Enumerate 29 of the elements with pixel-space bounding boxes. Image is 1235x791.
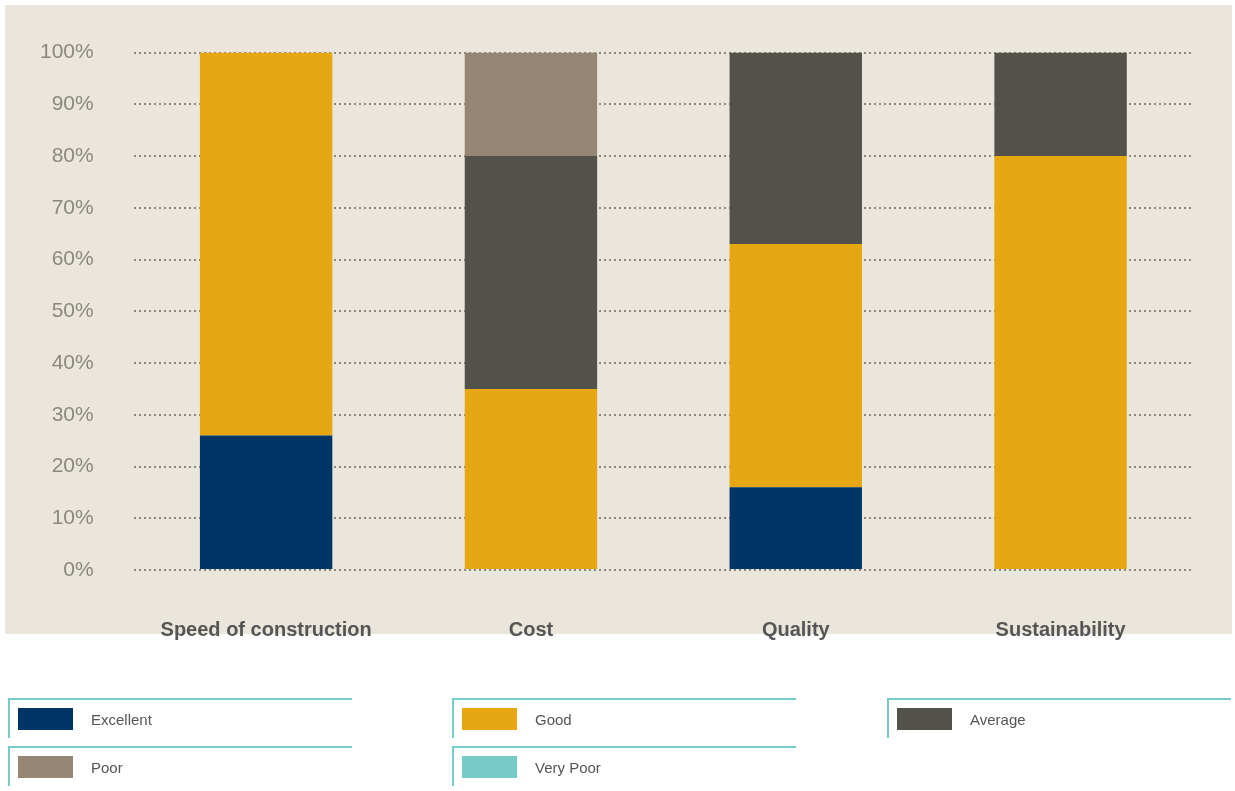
x-tick-label: Quality [761, 617, 831, 640]
bar [464, 388, 598, 569]
legend-label: Average [970, 710, 1026, 728]
bar [729, 52, 862, 245]
bar [729, 487, 862, 569]
y-tick-label: 50% [51, 298, 94, 322]
legend-label: Poor [91, 758, 123, 776]
y-tick-label: 0% [63, 556, 94, 580]
legend-label: Excellent [91, 710, 152, 728]
y-tick-label: 10% [51, 505, 94, 529]
legend-label: Good [535, 710, 572, 728]
y-tick-label: 100% [39, 39, 94, 63]
y-tick-label: 30% [51, 401, 94, 425]
legend-label: Very Poor [535, 758, 601, 776]
y-tick-label: 60% [51, 246, 94, 270]
x-tick-label: Cost [508, 617, 554, 640]
bar [994, 156, 1127, 569]
bar [199, 435, 333, 569]
y-tick-label: 90% [51, 91, 94, 115]
y-tick-label: 40% [51, 349, 94, 373]
bar [199, 52, 333, 436]
y-tick-label: 20% [51, 453, 94, 477]
x-tick-label: Sustainability [995, 617, 1127, 640]
y-tick-label: 80% [51, 142, 94, 166]
bar [729, 244, 862, 488]
y-tick-label: 70% [51, 194, 94, 218]
bar [464, 156, 598, 389]
bar [994, 52, 1127, 157]
x-tick-label: Speed of construction [160, 617, 372, 640]
